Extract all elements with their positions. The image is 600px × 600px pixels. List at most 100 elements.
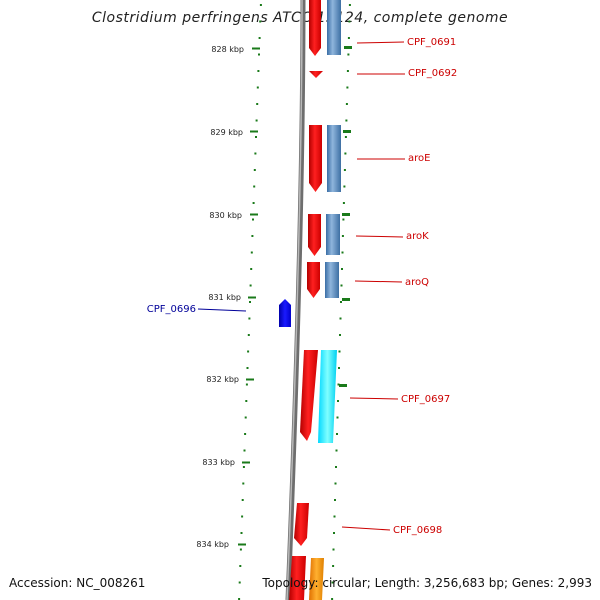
track-dot — [257, 70, 260, 72]
gene-label: CPF_0691 — [407, 37, 456, 48]
track-dot — [241, 499, 244, 501]
tick-label-833: 833 kbp — [202, 458, 235, 467]
track-dot — [341, 251, 344, 254]
track-dot — [258, 37, 261, 39]
kbp-tick: 830 kbp — [209, 211, 258, 220]
track-dot — [250, 251, 253, 254]
track-dot — [344, 136, 347, 138]
track-dot — [241, 515, 244, 518]
track-dot — [339, 317, 342, 320]
track-dot — [245, 383, 248, 386]
track-dot — [339, 334, 341, 336]
track-dot — [340, 284, 343, 287]
track-dot — [343, 185, 346, 188]
track-dot — [256, 103, 259, 105]
gene-label: CPF_0698 — [393, 525, 442, 536]
kbp-tick: 831 kbp — [208, 293, 256, 302]
track-dot — [259, 4, 262, 6]
track-dot — [335, 466, 337, 468]
gene-label: CPF_0696 — [147, 304, 196, 315]
track-dot — [346, 86, 349, 89]
kbp-tick: 834 kbp — [196, 540, 246, 549]
track-dot — [332, 565, 335, 567]
gene-aroK[interactable]: aroK — [308, 213, 429, 256]
track-dot — [335, 449, 338, 452]
kbp-tick: 832 kbp — [206, 375, 254, 384]
track-dot — [258, 53, 260, 56]
track-dot — [256, 86, 259, 89]
track-dot — [255, 119, 258, 122]
track-dot — [347, 37, 350, 39]
kbp-tick: 833 kbp — [202, 458, 250, 467]
track-dot — [248, 317, 251, 320]
track-dot — [252, 202, 255, 204]
track-dot — [331, 581, 334, 584]
genome-backbone — [285, 0, 306, 600]
track-dot — [247, 334, 250, 336]
track-dot — [249, 301, 251, 303]
track-dot — [342, 202, 345, 204]
gene-CPF_0697[interactable]: CPF_0697 — [300, 350, 450, 443]
track-dot — [346, 70, 349, 72]
track-dot — [243, 449, 246, 452]
gene-partial-bottom[interactable] — [289, 556, 324, 600]
track-dot — [245, 400, 248, 402]
track-dot — [244, 433, 247, 435]
tick-label-832: 832 kbp — [206, 375, 239, 384]
track-dot — [342, 218, 345, 221]
track-dot — [239, 565, 242, 567]
outer-dotted-track — [238, 4, 262, 600]
gene-CPF_0696[interactable]: CPF_0696 — [147, 299, 291, 327]
track-dot — [240, 532, 243, 534]
track-dot — [244, 416, 247, 419]
gene-label: aroE — [408, 153, 430, 164]
tick-label-834: 834 kbp — [196, 540, 229, 549]
track-dot — [337, 383, 340, 386]
track-dot — [251, 235, 254, 237]
track-dot — [348, 20, 351, 23]
gene-label: CPF_0692 — [408, 68, 457, 79]
track-dot — [344, 152, 347, 155]
gene-label: aroK — [406, 231, 429, 242]
track-dot — [334, 499, 336, 501]
tick-label-831: 831 kbp — [208, 293, 241, 302]
track-dot — [345, 103, 348, 105]
genome-backbone-highlight — [286, 0, 303, 600]
track-dot — [336, 416, 339, 419]
track-dot — [341, 268, 343, 270]
genome-title: Clostridium perfringens ATCC 13124, comp… — [91, 10, 509, 26]
track-dot — [340, 301, 342, 303]
track-dot — [348, 4, 351, 6]
gene-aroE[interactable]: aroE — [309, 125, 430, 192]
track-dot — [247, 350, 250, 353]
accession-text: Accession: NC_008261 — [9, 576, 146, 590]
track-dot — [259, 20, 262, 23]
kbp-tick: 829 kbp — [210, 128, 258, 137]
track-dot — [246, 367, 249, 369]
kbp-tick: 828 kbp — [211, 45, 260, 54]
track-dot — [253, 169, 256, 171]
inner-dotted-track — [331, 4, 351, 600]
gene-label: CPF_0697 — [401, 394, 450, 405]
track-dot — [333, 532, 335, 534]
gene-label: aroQ — [405, 277, 429, 288]
track-dot — [239, 548, 242, 551]
track-dot — [254, 152, 257, 155]
gene-aroQ[interactable]: aroQ — [307, 262, 429, 301]
track-dot — [253, 185, 256, 188]
track-dot — [338, 367, 340, 369]
track-dot — [337, 400, 339, 402]
gene-CPF_0691[interactable]: CPF_0691 — [309, 0, 456, 56]
track-dot — [341, 235, 344, 237]
track-dot — [343, 169, 346, 171]
track-dot — [333, 515, 336, 518]
gene-CPF_0698[interactable]: CPF_0698 — [294, 503, 442, 546]
track-dot — [242, 482, 245, 485]
track-dot — [347, 53, 350, 56]
track-dot — [238, 598, 241, 600]
gene-CPF_0692[interactable]: CPF_0692 — [309, 68, 457, 79]
track-dot — [252, 218, 254, 221]
track-dot — [238, 581, 241, 584]
track-dot — [242, 466, 245, 468]
